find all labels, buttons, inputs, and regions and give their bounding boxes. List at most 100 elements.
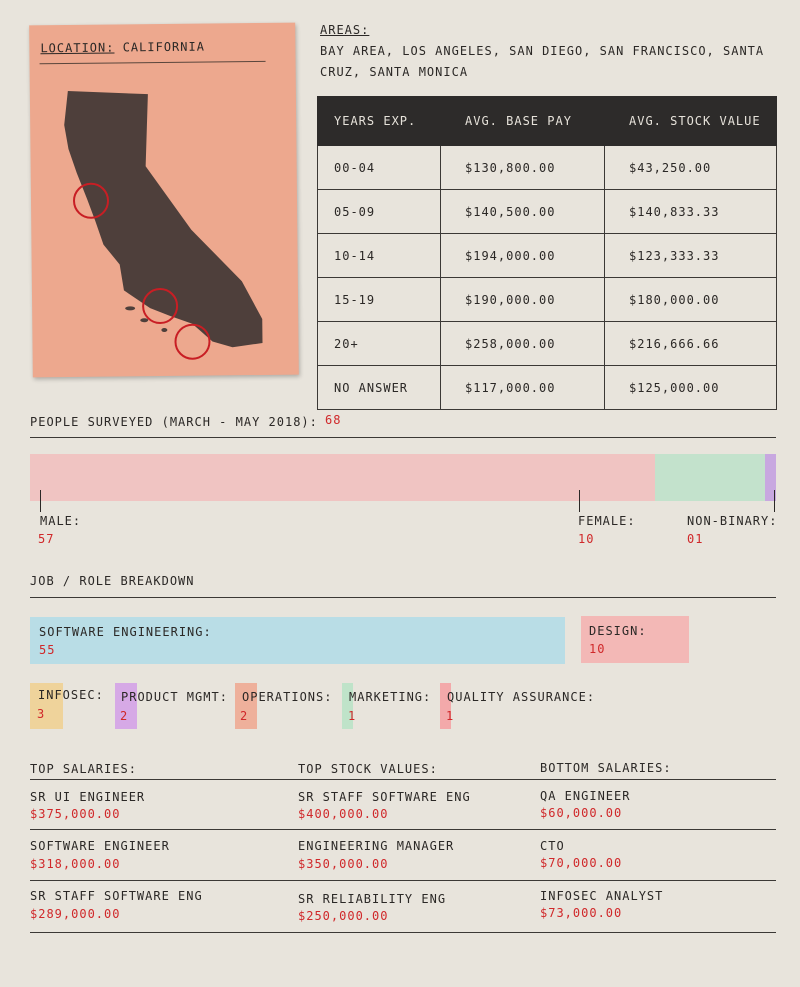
table-cell: $125,000.00 [604, 365, 777, 410]
role-block-software [30, 617, 565, 664]
table-row: NO ANSWER $117,000.00 $125,000.00 [317, 365, 777, 410]
role-block-infosec [30, 683, 63, 729]
role-block-operations [235, 683, 257, 729]
row-divider [30, 932, 776, 933]
salary-value: $375,000.00 [30, 807, 121, 821]
table-cell: $117,000.00 [440, 365, 605, 410]
role-block-design [581, 616, 689, 663]
section-divider [30, 779, 776, 780]
tick-male [40, 490, 41, 512]
stock-value: $250,000.00 [298, 909, 389, 923]
areas-list: BAY AREA, LOS ANGELES, SAN DIEGO, SAN FR… [320, 44, 765, 79]
row-divider [30, 880, 776, 881]
role-label-operations: OPERATIONS: [242, 690, 333, 704]
role-value-marketing: 1 [348, 709, 357, 723]
table-cell: 00-04 [317, 145, 441, 190]
table-cell: 15-19 [317, 277, 441, 322]
island-3 [161, 328, 168, 333]
table-cell: NO ANSWER [317, 365, 441, 410]
stock-value: $400,000.00 [298, 807, 389, 821]
island-2 [140, 318, 149, 323]
stock-value: $350,000.00 [298, 857, 389, 871]
table-header-row: YEARS EXP. AVG. BASE PAY AVG. STOCK VALU… [317, 96, 777, 146]
role-value-product: 2 [120, 709, 129, 723]
role-label-design: DESIGN: [589, 624, 647, 638]
gender-label-nonbinary: NON-BINARY: [687, 514, 778, 528]
role-value-design: 10 [589, 642, 606, 656]
island-1 [125, 306, 136, 311]
gender-value-nonbinary: 01 [687, 532, 704, 546]
table-cell: $130,800.00 [440, 145, 605, 190]
people-surveyed-title: PEOPLE SURVEYED (MARCH - MAY 2018): [30, 415, 318, 429]
table-cell: 10-14 [317, 233, 441, 278]
bottom-salary-value: $60,000.00 [540, 806, 623, 820]
gender-value-female: 10 [578, 532, 595, 546]
table-row: 00-04 $130,800.00 $43,250.00 [317, 145, 777, 190]
role-value-qa: 1 [446, 709, 455, 723]
tick-nonbinary [774, 490, 775, 512]
table-cell: $190,000.00 [440, 277, 605, 322]
salary-value: $289,000.00 [30, 907, 121, 921]
people-surveyed-total: 68 [325, 413, 342, 427]
california-shape [64, 91, 263, 348]
marker-los-angeles-icon [142, 288, 179, 325]
gender-value-male: 57 [38, 532, 55, 546]
table-cell: $216,666.66 [604, 321, 777, 366]
salary-role: SR STAFF SOFTWARE ENG [30, 889, 203, 903]
table-cell: $258,000.00 [440, 321, 605, 366]
gender-label-female: FEMALE: [578, 514, 636, 528]
row-divider [30, 829, 776, 830]
table-cell: $43,250.00 [604, 145, 777, 190]
tick-female [579, 490, 580, 512]
table-cell: $194,000.00 [440, 233, 605, 278]
gender-label-male: MALE: [40, 514, 82, 528]
role-value-infosec: 3 [37, 707, 46, 721]
gender-bar [30, 454, 776, 501]
table-cell: $123,333.33 [604, 233, 777, 278]
salary-value: $318,000.00 [30, 857, 121, 871]
stock-role: SR RELIABILITY ENG [298, 892, 447, 906]
column-header: AVG. BASE PAY [440, 96, 605, 146]
role-label-product: PRODUCT MGMT: [121, 690, 228, 704]
marker-bay-area-icon [73, 182, 110, 219]
bottom-salary-value: $73,000.00 [540, 906, 623, 920]
role-label-infosec: INFOSEC: [38, 688, 104, 702]
california-map [64, 91, 263, 360]
role-block-qa [440, 683, 451, 729]
table-cell: $140,833.33 [604, 189, 777, 234]
job-breakdown-title: JOB / ROLE BREAKDOWN [30, 574, 195, 588]
location-card: LOCATION: CALIFORNIA [29, 22, 299, 378]
table-row: 10-14 $194,000.00 $123,333.33 [317, 233, 777, 278]
bottom-salary-role: CTO [540, 839, 565, 853]
top-stock-title: TOP STOCK VALUES: [298, 762, 438, 776]
bottom-salary-value: $70,000.00 [540, 856, 623, 870]
role-block-product [115, 683, 137, 729]
gender-segment-nonbinary [765, 454, 776, 501]
table-cell: $180,000.00 [604, 277, 777, 322]
table-cell: 05-09 [317, 189, 441, 234]
stock-role: ENGINEERING MANAGER [298, 839, 455, 853]
table-row: 15-19 $190,000.00 $180,000.00 [317, 277, 777, 322]
role-label-software: SOFTWARE ENGINEERING: [39, 625, 212, 639]
column-header: YEARS EXP. [317, 96, 441, 146]
bottom-salaries-title: BOTTOM SALARIES: [540, 761, 672, 775]
table-cell: $140,500.00 [440, 189, 605, 234]
salary-role: SR UI ENGINEER [30, 790, 146, 804]
role-value-software: 55 [39, 643, 56, 657]
role-label-qa: QUALITY ASSURANCE: [447, 690, 596, 704]
table-row: 20+ $258,000.00 $216,666.66 [317, 321, 777, 366]
areas-label: AREAS: [320, 23, 370, 37]
table-row: 05-09 $140,500.00 $140,833.33 [317, 189, 777, 234]
column-header: AVG. STOCK VALUE [604, 96, 777, 146]
role-label-marketing: MARKETING: [349, 690, 432, 704]
section-divider [30, 597, 776, 598]
role-value-operations: 2 [240, 709, 249, 723]
gender-segment-female [655, 454, 765, 501]
bottom-salary-role: INFOSEC ANALYST [540, 889, 664, 903]
pay-table: YEARS EXP. AVG. BASE PAY AVG. STOCK VALU… [317, 96, 777, 410]
salary-role: SOFTWARE ENGINEER [30, 839, 170, 853]
bottom-salary-role: QA ENGINEER [540, 789, 631, 803]
role-block-marketing [342, 683, 353, 729]
table-cell: 20+ [317, 321, 441, 366]
top-salaries-title: TOP SALARIES: [30, 762, 137, 776]
